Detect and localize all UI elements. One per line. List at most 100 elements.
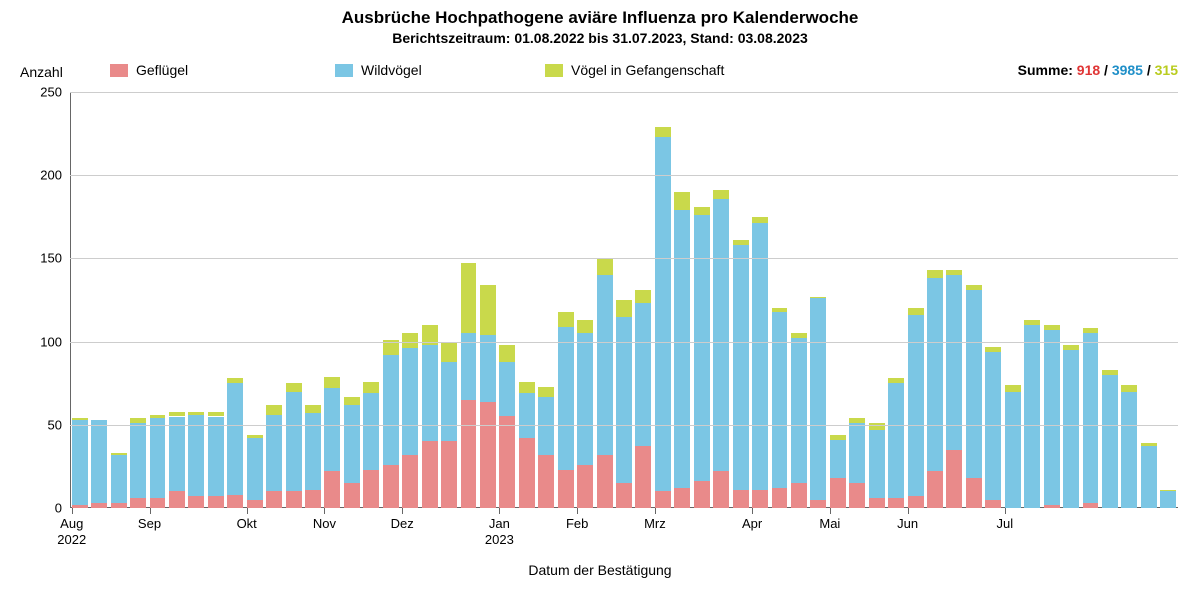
bar-column [286,383,302,508]
bar-segment-gefangen [597,258,613,275]
bar-column [849,418,865,508]
bar-segment-gefluegel [286,491,302,508]
bar-segment-wildvoegel [733,245,749,490]
bar-column [305,405,321,508]
bar-column [966,285,982,508]
bar-segment-wildvoegel [694,215,710,481]
bar-segment-wildvoegel [1102,375,1118,508]
bar-segment-gefluegel [130,498,146,508]
bar-column [752,217,768,508]
bar-segment-gefangen [1102,370,1118,375]
bar-segment-gefluegel [927,471,943,508]
bar-segment-wildvoegel [752,223,768,489]
bar-segment-wildvoegel [713,199,729,472]
bar-segment-gefangen [499,345,515,362]
bar-segment-gefangen [441,342,457,362]
bar-segment-gefangen [519,382,535,394]
bar-segment-gefluegel [188,496,204,508]
legend-label: Wildvögel [361,62,422,78]
bar-segment-wildvoegel [247,438,263,500]
bar-column [694,207,710,508]
bar-segment-gefluegel [791,483,807,508]
bar-segment-gefangen [130,418,146,423]
bar-segment-gefluegel [752,490,768,508]
bar-segment-wildvoegel [849,423,865,483]
x-tick [150,508,151,514]
x-tick [830,508,831,514]
bar-segment-wildvoegel [208,417,224,497]
bar-segment-gefluegel [655,491,671,508]
bar-segment-gefangen [1083,328,1099,333]
bar-column [655,127,671,508]
bar-segment-gefangen [733,240,749,245]
bar-column [344,397,360,508]
bar-segment-gefluegel [461,400,477,508]
bar-segment-gefluegel [772,488,788,508]
bar-column [227,378,243,508]
x-tick-sublabel: 2023 [485,532,514,547]
bar-segment-wildvoegel [1063,350,1079,508]
bar-segment-wildvoegel [383,355,399,465]
bar-column [1160,490,1176,508]
bar-segment-gefangen [791,333,807,338]
bar-column [713,190,729,508]
bar-column [499,345,515,508]
bar-segment-gefluegel [305,490,321,508]
bar-segment-gefluegel [674,488,690,508]
bar-segment-gefluegel [519,438,535,508]
grid-line [70,342,1178,343]
bar-column [1063,345,1079,508]
bar-column [519,382,535,508]
bar-column [985,347,1001,508]
bar-segment-gefluegel [558,470,574,508]
summary-value: 3985 [1112,62,1143,78]
bar-column [72,418,88,508]
x-tick-label: Jan [489,516,510,531]
bar-segment-wildvoegel [519,393,535,438]
bar-segment-gefangen [985,347,1001,352]
bar-segment-wildvoegel [577,333,593,464]
bar-column [635,290,651,508]
bar-column [1024,320,1040,508]
bar-column [402,333,418,508]
legend-item-gefluegel: Geflügel [110,62,188,78]
bar-column [247,435,263,508]
x-tick [655,508,656,514]
bar-segment-wildvoegel [1141,446,1157,508]
bar-segment-gefluegel [363,470,379,508]
bar-segment-gefangen [674,192,690,210]
bar-segment-wildvoegel [1160,491,1176,508]
bar-segment-wildvoegel [927,278,943,471]
x-tick-label: Feb [566,516,588,531]
x-tick-label: Nov [313,516,336,531]
bar-column [1005,385,1021,508]
bar-segment-wildvoegel [188,415,204,497]
chart-root: Ausbrüche Hochpathogene aviäre Influenza… [0,0,1200,600]
bar-segment-gefangen [344,397,360,405]
plot-area: Aug2022SepOktNovDezJan2023FebMrzAprMaiJu… [70,92,1178,508]
bar-segment-gefluegel [344,483,360,508]
bar-segment-gefangen [286,383,302,391]
bar-segment-gefangen [150,415,166,418]
bar-segment-gefangen [305,405,321,413]
bar-segment-gefluegel [208,496,224,508]
x-axis-label: Datum der Bestätigung [0,562,1200,578]
bar-segment-wildvoegel [1005,392,1021,508]
bar-column [91,420,107,508]
bar-segment-wildvoegel [324,388,340,471]
bar-segment-gefangen [810,297,826,299]
bar-segment-wildvoegel [91,420,107,503]
bar-segment-gefluegel [150,498,166,508]
legend-label: Geflügel [136,62,188,78]
chart-title: Ausbrüche Hochpathogene aviäre Influenza… [0,8,1200,28]
bar-segment-wildvoegel [869,430,885,498]
bar-segment-gefluegel [694,481,710,508]
bar-segment-gefangen [461,263,477,333]
bar-segment-gefluegel [227,495,243,508]
bar-segment-gefangen [616,300,632,317]
legend-label: Vögel in Gefangenschaft [571,62,724,78]
bar-segment-wildvoegel [461,333,477,400]
bar-column [772,308,788,508]
bar-segment-gefangen [1063,345,1079,350]
grid-line [70,258,1178,259]
